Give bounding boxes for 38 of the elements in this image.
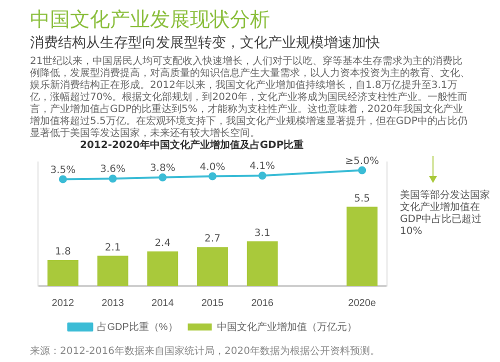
legend-label: 中国文化产业增加值（万亿元） (216, 320, 357, 333)
data-label: 4.1% (250, 161, 276, 172)
data-label: 3.6% (100, 164, 126, 176)
bar (246, 241, 278, 286)
data-label: 2.1 (104, 242, 121, 254)
data-label: 3.8% (150, 163, 176, 174)
x-tick-label: 2012 (52, 298, 74, 309)
x-tick-label: 2015 (201, 298, 224, 309)
source-note: 来源：2012-2016年数据来自国家统计局，2020年数据为根据公开资料预测。 (30, 344, 380, 358)
legend-label: 占GDP比重（%） (97, 320, 178, 333)
data-label: 3.5% (50, 164, 76, 176)
x-tick-label: 2016 (251, 298, 274, 309)
data-label: 1.8 (54, 246, 71, 258)
text: 2012-2020年中国文化产业增加值及占GDP比重 (80, 138, 304, 152)
bar (47, 260, 78, 286)
x-tick-label: 2014 (152, 298, 174, 309)
point (108, 174, 117, 183)
point (258, 172, 266, 180)
bar (197, 247, 228, 286)
x-tick-label: 2013 (102, 298, 124, 309)
data-label: ≥5.0% (345, 156, 379, 167)
data-label: 5.5 (354, 193, 370, 204)
bar (346, 206, 378, 286)
data-label: 3.1 (254, 228, 270, 239)
bar (97, 256, 128, 286)
point (158, 173, 167, 182)
data-label: 2.7 (204, 234, 220, 245)
bar (147, 251, 178, 286)
chart-title: 中国文化产业发展现状分析 (30, 6, 270, 33)
point (58, 175, 67, 184)
x-tick-label: 2020e (348, 298, 376, 309)
chart-subtitle: 消费结构从生存型向发展型转变，文化产业规模增速加快 (30, 34, 380, 52)
data-label: 4.0% (200, 162, 226, 173)
data-label: 2.4 (154, 238, 171, 249)
point (358, 166, 366, 174)
text: 21世纪以来，中国居民人均可支配收入快速增长，人们对于以吃、穿等基本生存需求为主的消费比例降低，发展型消费提高，对高质量的知识信息产生大量需求，以人力资本投资为主的教育、文化、娱乐新消费结构正在形成。2012年以来，我国文化产业增加值持续增长，自1.8万亿提升至3.1万亿，涨幅超过70%。根据文化部规划，到2020年，文化产业将成为国民经济支柱性产业。一般性而言，产业增加值占GDP的比重达到5%，才能称为支柱性产业。这也意味着，2020年我国文化产业增加值将超过5.5万亿。在宏观环境支持下，我国文化产业规模增速显著提升，但在GDP中的占比仍显著低于美国等发达国家，未来还有较大增长空间。 (30, 56, 470, 140)
text: 美国等部分发达国家文化产业增加值在GDP中占比已超过10% (400, 190, 491, 238)
point (208, 172, 216, 180)
